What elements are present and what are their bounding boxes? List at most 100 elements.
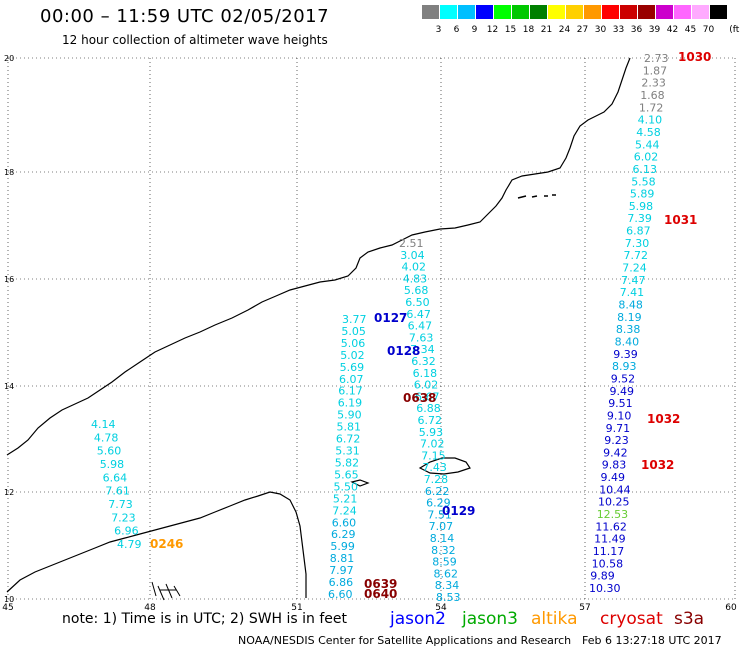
coastline	[6, 57, 631, 456]
legend-label: 39	[648, 25, 661, 35]
wave-height-value: 11.62	[595, 520, 627, 533]
wave-height-value: 1.72	[639, 101, 664, 114]
pass-time-label: 0129	[442, 504, 475, 518]
wave-height-value: 6.88	[416, 402, 441, 415]
wave-height-value: 7.63	[409, 331, 434, 344]
y-tick-label: 14	[4, 382, 14, 391]
wave-height-value: 6.96	[114, 525, 139, 538]
wave-height-value: 8.34	[435, 579, 460, 592]
wave-height-value: 5.99	[330, 540, 355, 553]
wave-height-value: 9.52	[611, 373, 636, 386]
wave-height-value: 10.58	[592, 557, 624, 570]
wave-height-value: 8.38	[616, 323, 641, 336]
wave-height-value: 5.50	[334, 480, 359, 493]
legend-swatch	[512, 5, 529, 19]
wave-height-value: 7.39	[627, 212, 652, 225]
wave-height-value: 7.73	[108, 498, 133, 511]
wave-height-value: 6.32	[411, 355, 436, 368]
legend-label: 12	[486, 25, 499, 35]
wave-height-value: 7.30	[625, 237, 650, 250]
legend-label: 18	[522, 25, 535, 35]
wave-height-value: 7.02	[420, 438, 445, 451]
wave-height-value: 9.49	[610, 385, 635, 398]
legend-label: 42	[666, 25, 679, 35]
pass-time-label: 0127	[374, 311, 407, 325]
mission-jason2: jason2	[390, 609, 446, 629]
wave-height-value: 7.41	[620, 286, 645, 299]
legend-swatch	[548, 5, 565, 19]
pass-time-label: 1031	[664, 213, 697, 227]
wave-height-value: 9.10	[607, 409, 632, 422]
legend-label: 3	[435, 25, 442, 35]
wave-height-value: 6.60	[328, 588, 353, 601]
pass-time-label: 1032	[641, 458, 674, 472]
wave-height-value: 9.23	[604, 434, 629, 447]
wave-height-value: 2.51	[399, 237, 424, 250]
wave-height-value: 4.79	[117, 538, 142, 551]
legend-label: 15	[504, 25, 517, 35]
legend-swatch	[620, 5, 637, 19]
wave-height-value: 5.02	[340, 349, 365, 362]
wave-height-value: 6.29	[331, 528, 356, 541]
wave-height-value: 4.78	[94, 431, 119, 444]
x-tick-label: 57	[579, 603, 590, 613]
y-axis: 10 12 14 16 18 20	[4, 54, 14, 604]
wave-height-value: 6.50	[405, 296, 430, 309]
wave-height-value: 6.67	[415, 390, 440, 403]
wave-height-value: 5.82	[335, 457, 360, 470]
legend-swatch	[584, 5, 601, 19]
wave-height-value: 8.40	[615, 336, 640, 349]
wave-height-value: 7.61	[105, 485, 129, 498]
wave-height-value: 8.19	[617, 311, 642, 324]
wave-height-value: 7.51	[427, 508, 452, 521]
wave-height-value: 5.21	[333, 492, 358, 505]
legend-label: 70	[702, 25, 715, 35]
legend-swatch	[566, 5, 583, 19]
wave-height-value: 7.28	[424, 473, 449, 486]
wave-height-value: 8.81	[330, 552, 355, 565]
x-tick-label: 48	[144, 603, 156, 613]
wave-height-value: 4.14	[91, 418, 116, 431]
pass-time-label: 1032	[647, 412, 680, 426]
legend-swatch	[530, 5, 547, 19]
wave-height-value: 6.47	[408, 320, 433, 333]
wave-height-readings: 2.731.872.331.681.724.104.585.446.026.13…	[91, 50, 711, 604]
wave-height-value: 4.58	[636, 126, 661, 139]
wave-height-value: 8.53	[436, 591, 461, 604]
y-tick-label: 16	[4, 275, 14, 284]
wave-height-value: 9.89	[590, 570, 615, 583]
wave-height-value: 12.53	[597, 508, 629, 521]
wave-height-value: 9.39	[613, 348, 638, 361]
legend-swatch	[710, 5, 727, 19]
legend-swatch	[494, 5, 511, 19]
wave-height-value: 8.48	[618, 299, 643, 312]
wave-height-value: 10.25	[598, 496, 630, 509]
wave-height-value: 10.44	[599, 483, 631, 496]
x-tick-label: 60	[725, 603, 737, 613]
pass-time-label: 0640	[364, 587, 397, 601]
mission-jason3: jason3	[462, 609, 518, 629]
x-tick-label: 54	[435, 603, 447, 613]
wave-height-value: 7.97	[329, 564, 354, 577]
wave-height-value: 6.18	[413, 367, 438, 380]
map-title: 00:00 – 11:59 UTC 02/05/2017	[40, 6, 330, 27]
wave-height-value: 4.10	[638, 114, 663, 127]
island-small	[350, 479, 370, 487]
legend-swatch	[638, 5, 655, 19]
wave-height-value: 5.98	[629, 200, 654, 213]
wave-height-value: 8.14	[430, 532, 455, 545]
wave-height-value: 5.05	[341, 325, 366, 338]
y-tick-label: 18	[4, 168, 14, 177]
x-axis: 45 48 51 54 57 60	[2, 603, 737, 613]
wave-height-value: 7.23	[111, 511, 136, 524]
mission-altika: altika	[531, 609, 578, 629]
y-tick-label: 10	[4, 595, 14, 604]
x-tick-label: 51	[291, 603, 302, 613]
legend-swatch	[602, 5, 619, 19]
pass-time-label: 0246	[150, 537, 183, 551]
wave-height-value: 1.68	[640, 89, 665, 102]
wave-height-value: 5.60	[97, 445, 122, 458]
wave-height-value: 2.33	[641, 77, 666, 90]
wave-height-value: 6.02	[634, 151, 659, 164]
